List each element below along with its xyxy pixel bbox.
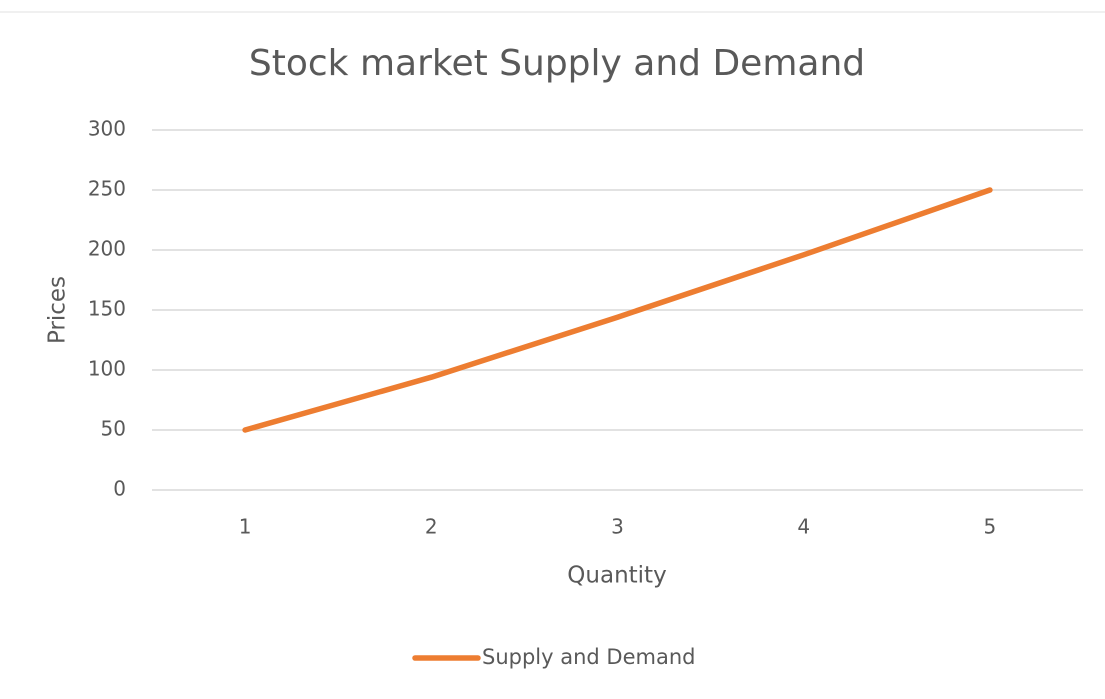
y-tick-label: 250	[88, 177, 126, 201]
y-axis-title: Prices	[45, 276, 71, 344]
x-tick-label: 4	[797, 515, 810, 539]
x-axis-title: Quantity	[567, 563, 666, 589]
y-tick-label: 50	[101, 417, 126, 441]
x-tick-label: 3	[611, 515, 624, 539]
x-tick-label: 1	[239, 515, 252, 539]
series-line	[242, 187, 993, 433]
y-tick-label: 200	[88, 237, 126, 261]
y-tick-label: 100	[88, 357, 126, 381]
y-tick-label: 0	[113, 477, 126, 501]
y-tick-label: 300	[88, 117, 126, 141]
chart-title: Stock market Supply and Demand	[249, 43, 865, 84]
legend-label: Supply and Demand	[482, 645, 695, 669]
x-tick-label: 5	[984, 515, 997, 539]
y-tick-label: 150	[88, 297, 126, 321]
x-tick-label: 2	[425, 515, 438, 539]
